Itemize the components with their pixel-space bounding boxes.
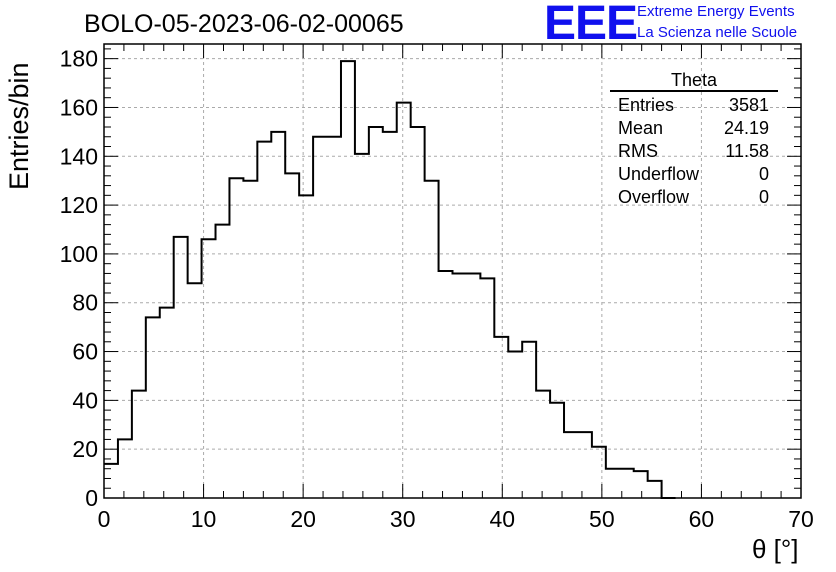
- histogram-bin: [327, 137, 341, 498]
- histogram-bin: [578, 432, 592, 498]
- stats-label: Mean: [618, 118, 664, 138]
- histogram-bin: [341, 61, 355, 498]
- stats-value: 24.19: [723, 118, 769, 138]
- histogram-bin: [453, 273, 467, 498]
- y-tick-label: 80: [72, 290, 98, 316]
- y-tick-label: 140: [60, 143, 98, 169]
- histogram-bin: [174, 237, 188, 498]
- x-tick-label: 0: [98, 506, 111, 532]
- stats-box: Theta Entries 3581 Mean 24.19 RMS 11.58 Und…: [610, 70, 778, 209]
- histogram-bin: [439, 271, 453, 498]
- y-tick-label: 180: [60, 46, 98, 72]
- stats-row-entries: Entries 3581: [610, 94, 778, 117]
- stats-value: 3581: [728, 95, 769, 115]
- histogram-bin: [425, 181, 439, 498]
- brand-line-1: Extreme Energy Events: [637, 3, 795, 20]
- y-axis-label: Entries/bin: [4, 62, 34, 190]
- histogram-bin: [271, 132, 285, 498]
- histogram-bin: [522, 342, 536, 498]
- histogram-bin: [466, 273, 480, 498]
- stats-row-underflow: Underflow 0: [610, 163, 778, 186]
- histogram-bin: [132, 391, 146, 498]
- x-tick-label: 20: [290, 506, 316, 532]
- stats-label: Underflow: [618, 164, 700, 184]
- stats-label: Overflow: [618, 187, 690, 207]
- histogram-bin: [564, 432, 578, 498]
- histogram-bin: [411, 127, 425, 498]
- histogram-bin: [536, 391, 550, 498]
- y-tick-label: 0: [85, 485, 98, 511]
- y-tick-label: 100: [60, 241, 98, 267]
- x-tick-label: 40: [489, 506, 515, 532]
- histogram-bin: [592, 447, 606, 498]
- y-tick-label: 60: [72, 339, 98, 365]
- stats-row-mean: Mean 24.19: [610, 117, 778, 140]
- chart-title: BOLO-05-2023-06-02-00065: [84, 10, 404, 38]
- histogram-bin: [383, 132, 397, 498]
- histogram-bin: [229, 178, 243, 498]
- plot-frame: [103, 43, 802, 499]
- histogram-bin: [313, 137, 327, 498]
- histogram-bin: [480, 278, 494, 498]
- x-axis-label: θ [°]: [752, 534, 799, 564]
- histogram-bin: [160, 308, 174, 498]
- y-tick-label: 40: [72, 387, 98, 413]
- brand-line-2: La Scienza nelle Scuole: [637, 24, 798, 41]
- stats-row-rms: RMS 11.58: [610, 140, 778, 163]
- histogram-bin: [146, 317, 160, 498]
- stats-title: Theta: [610, 70, 778, 92]
- histogram-bin: [216, 225, 230, 498]
- x-tick-label: 60: [689, 506, 715, 532]
- y-tick-label: 20: [72, 436, 98, 462]
- y-tick-label: 120: [60, 192, 98, 218]
- stats-value: 11.58: [725, 141, 769, 161]
- eee-logo: EEE: [544, 0, 638, 50]
- histogram-bin: [634, 471, 648, 498]
- histogram-bin: [648, 481, 662, 498]
- histogram-bin: [243, 181, 257, 498]
- histogram-bin: [369, 127, 383, 498]
- stats-value: 0: [758, 164, 769, 184]
- stats-label: RMS: [618, 141, 658, 161]
- histogram-bin: [188, 283, 202, 498]
- stats-label: Entries: [618, 95, 675, 115]
- x-tick-label: 30: [390, 506, 416, 532]
- x-tick-label: 10: [191, 506, 217, 532]
- y-tick-label: 160: [60, 94, 98, 120]
- stats-row-overflow: Overflow 0: [610, 186, 778, 209]
- histogram-line: [104, 60, 676, 499]
- histogram-bin: [257, 142, 271, 498]
- stats-value: 0: [758, 187, 769, 207]
- x-tick-label: 70: [788, 506, 814, 532]
- histogram-bin: [299, 195, 313, 498]
- histogram-bin: [508, 352, 522, 498]
- histogram-bin: [118, 439, 132, 498]
- histogram-bin: [606, 469, 620, 498]
- x-tick-label: 50: [589, 506, 615, 532]
- histogram-bin: [550, 403, 564, 498]
- histogram-bin: [494, 337, 508, 498]
- histogram-bin: [397, 103, 411, 498]
